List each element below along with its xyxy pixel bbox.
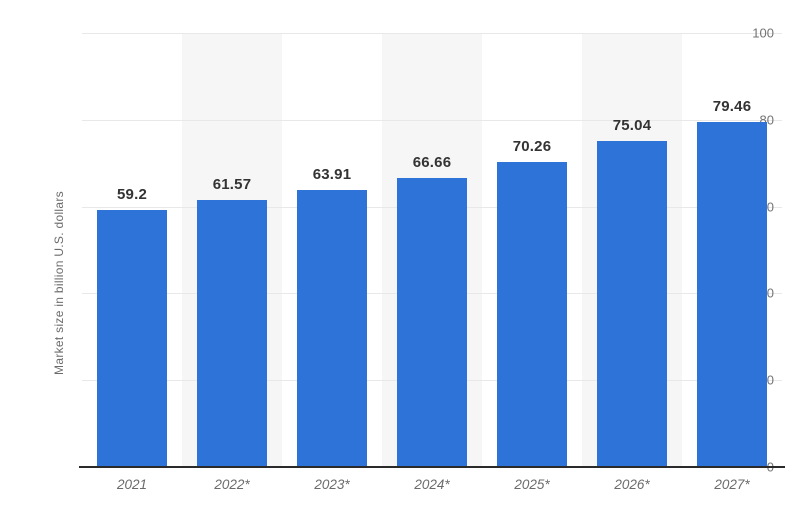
y-axis-title: Market size in billion U.S. dollars	[52, 191, 66, 375]
plot-area: Market size in billion U.S. dollars 0204…	[52, 26, 785, 492]
bar-value-label: 66.66	[412, 153, 452, 171]
x-axis-line	[79, 466, 785, 468]
x-axis-label: 2025*	[514, 477, 550, 492]
gridline	[82, 119, 782, 121]
bar-value-label: 59.2	[117, 186, 147, 204]
bar	[497, 162, 567, 466]
bar	[697, 122, 767, 466]
x-axis-label: 2021	[116, 477, 148, 492]
bar	[397, 177, 467, 466]
bar	[297, 189, 367, 466]
x-axis-label: 2023*	[314, 477, 350, 492]
bar-value-label: 61.57	[212, 175, 252, 193]
bar	[97, 210, 167, 466]
bar-value-label: 75.04	[612, 117, 652, 135]
x-axis-label: 2027*	[714, 477, 750, 492]
bar	[597, 141, 667, 466]
y-axis-tick-label: 100	[752, 25, 774, 41]
bar-value-label: 79.46	[712, 98, 752, 116]
bar-value-label: 70.26	[512, 138, 552, 156]
x-axis-label: 2026*	[614, 477, 650, 492]
gridline	[82, 33, 782, 34]
x-axis-label: 2022*	[214, 477, 250, 492]
bar	[197, 199, 267, 466]
bar-value-label: 63.91	[312, 165, 352, 183]
x-axis-label: 2024*	[414, 477, 450, 492]
